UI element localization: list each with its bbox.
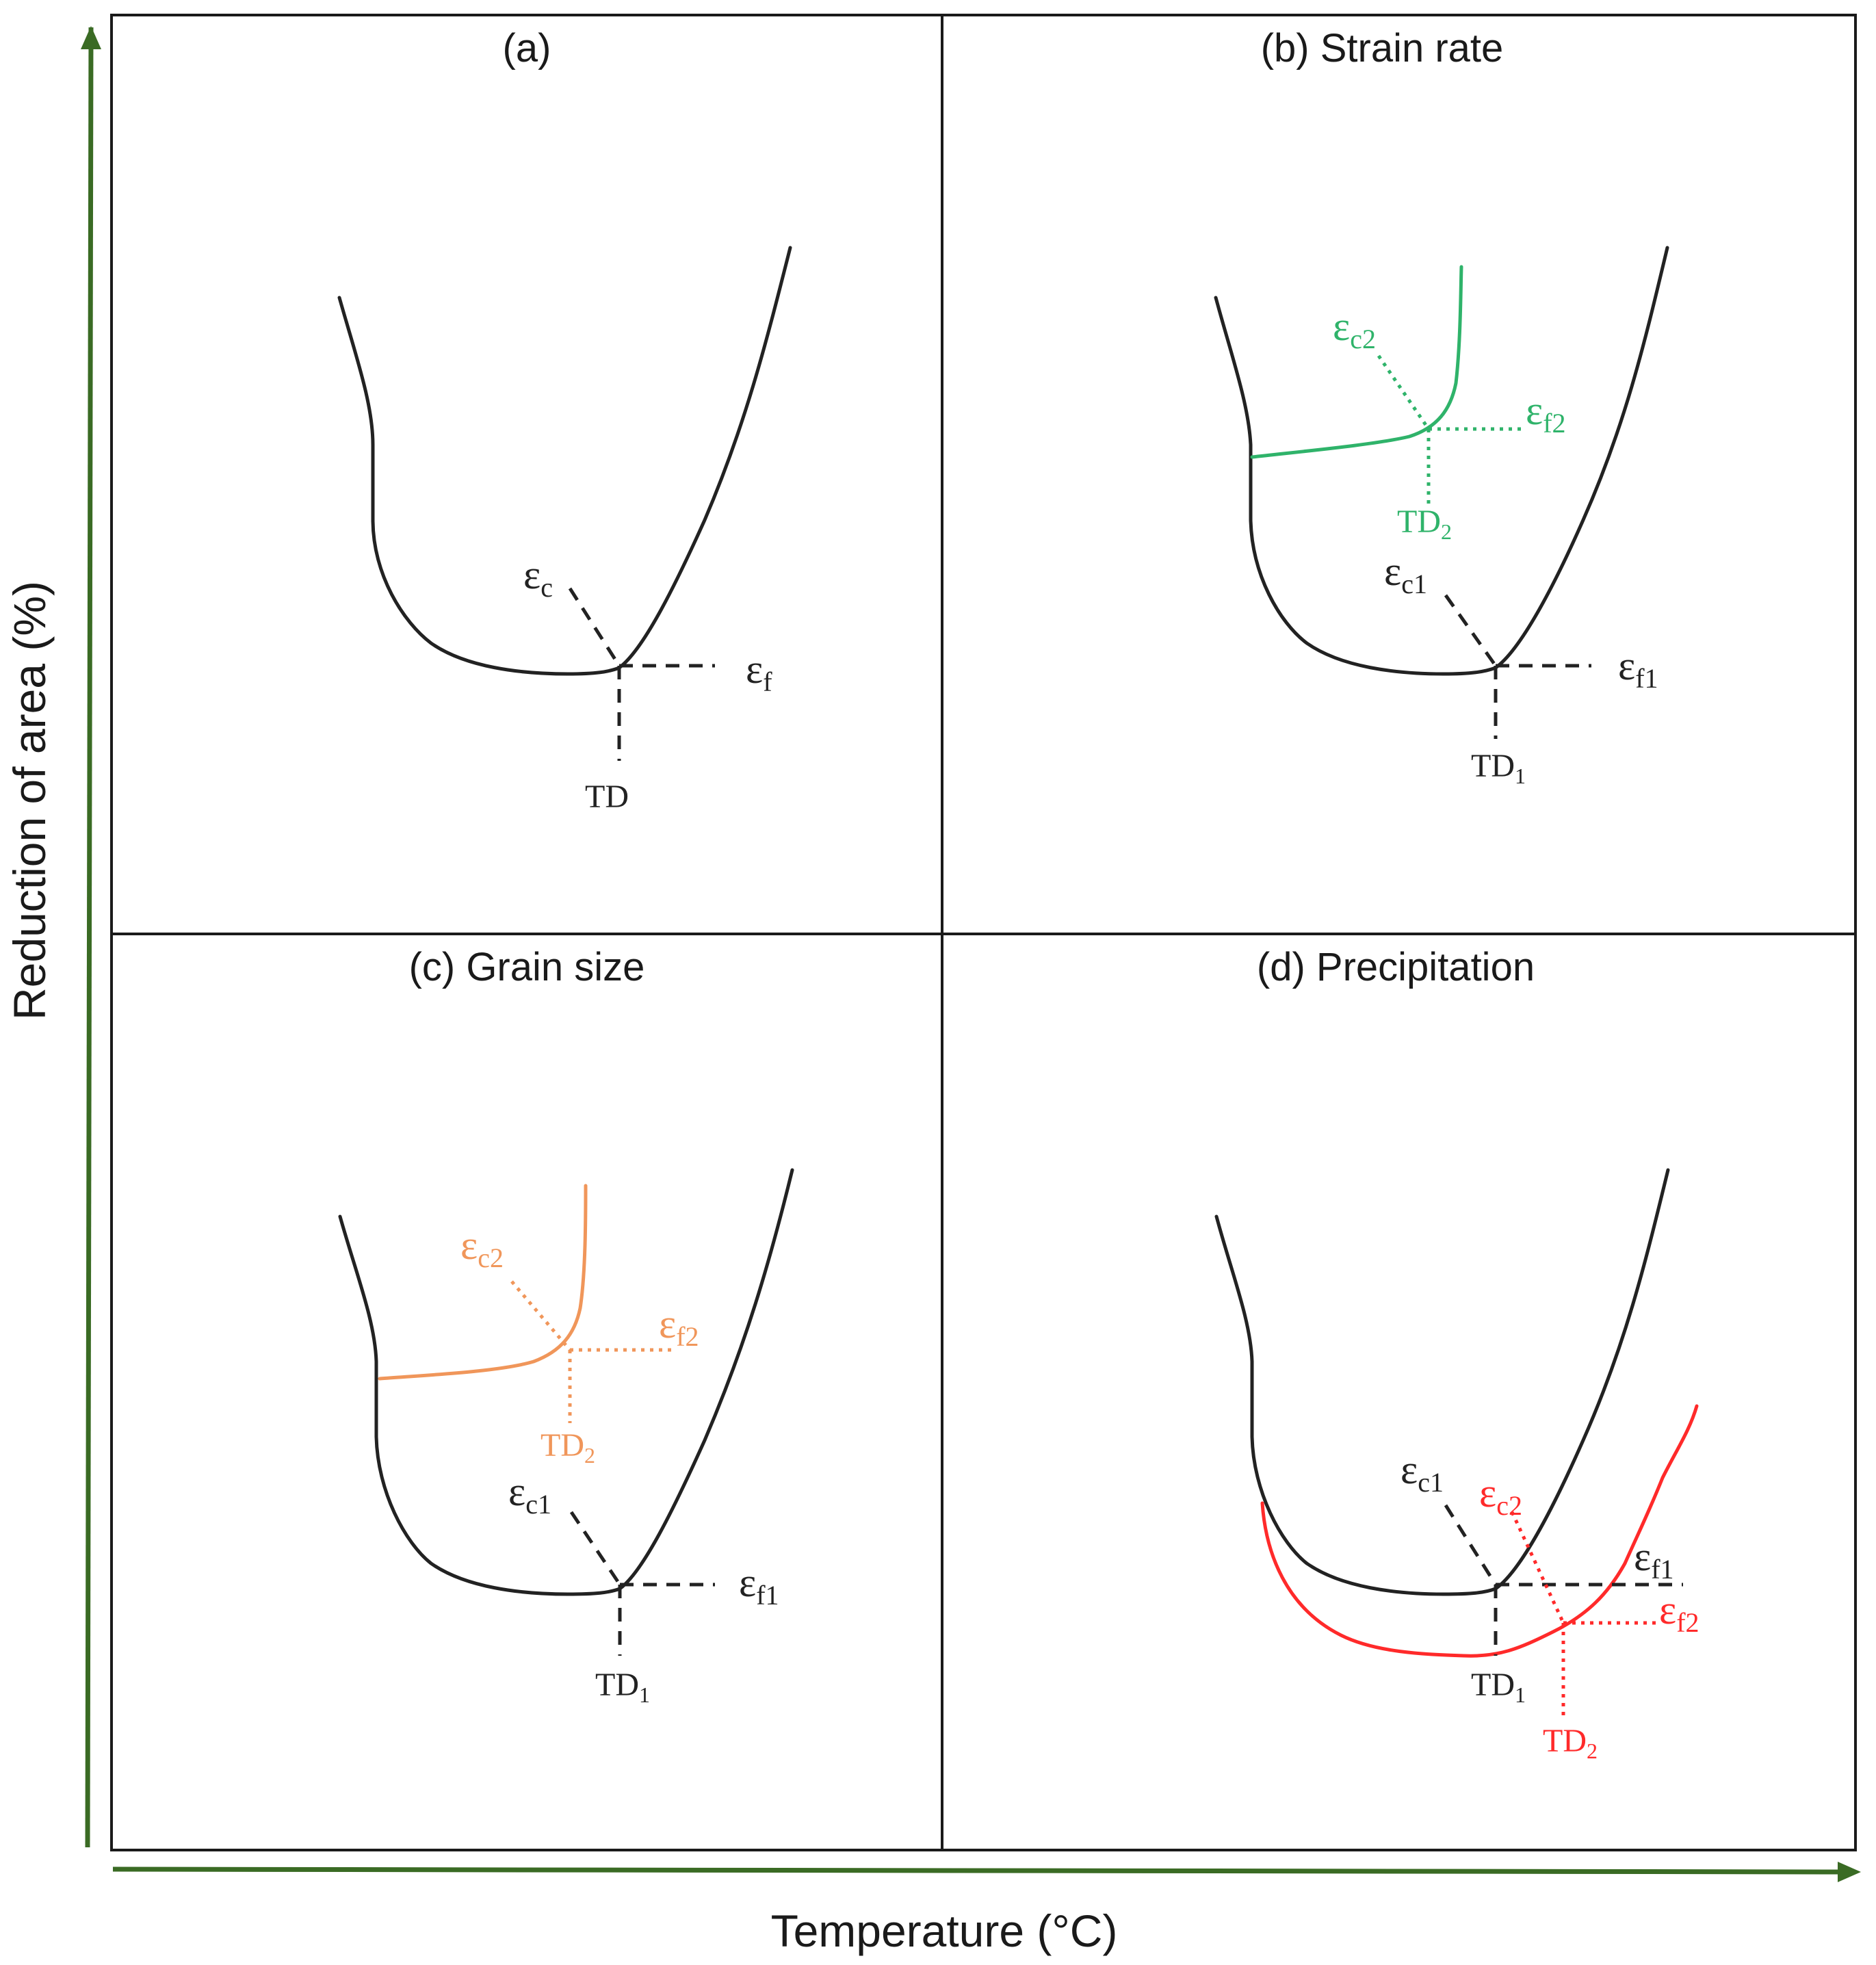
panel-b: (b) Strain rate εc2 εf2 TD2 εc1 εf1 TD1: [1214, 26, 1669, 788]
panel-d-base-curve: [1214, 1168, 1670, 1596]
x-axis-arrowhead: [1838, 1862, 1861, 1882]
panel-c-title: (c) Grain size: [409, 945, 645, 989]
panel-c-eps-f1-label: εf1: [739, 1560, 779, 1611]
panel-c-td1-label: TD1: [595, 1667, 650, 1707]
panel-a-ductility-curve: [337, 246, 792, 676]
panel-b-eps-c1-label: εc1: [1384, 549, 1427, 599]
panel-b-eps-c1-guide: [1444, 594, 1498, 667]
panel-d: (d) Precipitation εc1 εf1 TD1 εc2 εf2 TD…: [1214, 945, 1699, 1763]
panel-b-base-curve: [1214, 246, 1669, 676]
panel-b-title: (b) Strain rate: [1261, 26, 1504, 70]
panel-b-eps-f1-label: εf1: [1618, 643, 1658, 694]
panel-d-eps-f2-label: εf2: [1659, 1587, 1699, 1638]
y-axis-arrow: [85, 27, 94, 1848]
panel-b-eps-c2-label: εc2: [1333, 304, 1376, 354]
panel-c-eps-c2-label: εc2: [460, 1223, 504, 1273]
panel-d-td2-label: TD2: [1543, 1723, 1598, 1763]
y-axis-arrowhead: [81, 26, 101, 49]
panel-c-eps-c1-guide: [569, 1511, 622, 1586]
panel-d-td1-label: TD1: [1471, 1667, 1526, 1707]
panel-d-eps-c1-guide: [1444, 1504, 1498, 1586]
panel-a-td-label: TD: [585, 779, 629, 815]
panel-d-eps-c1-label: εc1: [1401, 1447, 1444, 1498]
panel-a-eps-c-guide: [568, 587, 621, 667]
panel-d-eps-c2-guide: [1510, 1511, 1565, 1624]
panel-c-eps-c1-label: εc1: [508, 1469, 551, 1520]
panel-d-eps-f1-label: εf1: [1634, 1534, 1674, 1585]
panel-c-base-curve: [338, 1168, 794, 1596]
panel-a-eps-c-label: εc: [523, 552, 553, 603]
x-axis-arrow: [112, 1866, 1848, 1875]
panel-c-eps-c2-guide: [510, 1280, 571, 1351]
panel-c-td2-label: TD2: [540, 1427, 595, 1468]
panel-c: (c) Grain size εc2 εf2 TD2 εc1 εf1 TD1: [338, 945, 794, 1707]
panel-d-title: (d) Precipitation: [1257, 945, 1535, 989]
x-axis-title: Temperature (°C): [771, 1905, 1118, 1956]
panel-a: (a) εc εf TD: [337, 26, 792, 815]
panel-a-eps-f-label: εf: [746, 647, 772, 697]
panel-c-grain-size-curve: [378, 1184, 588, 1381]
panel-b-eps-c2-guide: [1377, 354, 1431, 430]
panel-b-eps-f2-label: εf2: [1526, 388, 1566, 439]
panel-d-precipitation-curve: [1260, 1404, 1699, 1658]
panel-b-td1-label: TD1: [1471, 748, 1526, 788]
panel-b-strain-rate-curve: [1250, 265, 1463, 459]
axes: Reduction of area (%) Temperature (°C): [4, 26, 1861, 1956]
panel-d-eps-c2-label: εc2: [1479, 1470, 1522, 1521]
panel-b-td2-label: TD2: [1397, 504, 1452, 544]
panel-grid: [110, 14, 1857, 1851]
panel-a-title: (a): [503, 26, 551, 70]
panel-c-eps-f2-label: εf2: [659, 1301, 699, 1352]
y-axis-title: Reduction of area (%): [4, 581, 55, 1020]
